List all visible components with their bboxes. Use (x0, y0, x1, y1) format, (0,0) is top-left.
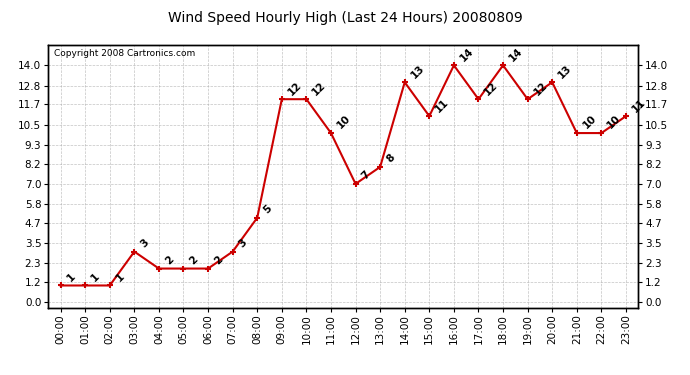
Text: 12: 12 (286, 80, 304, 97)
Text: 12: 12 (532, 80, 549, 97)
Text: 1: 1 (89, 271, 101, 284)
Text: 2: 2 (188, 254, 200, 266)
Text: 10: 10 (606, 114, 623, 131)
Text: 14: 14 (507, 46, 524, 63)
Text: Copyright 2008 Cartronics.com: Copyright 2008 Cartronics.com (55, 49, 195, 58)
Text: 1: 1 (65, 271, 77, 284)
Text: 13: 13 (556, 63, 573, 80)
Text: 11: 11 (630, 97, 647, 114)
Text: 3: 3 (139, 237, 150, 249)
Text: 10: 10 (581, 114, 598, 131)
Text: 11: 11 (433, 97, 451, 114)
Text: 13: 13 (409, 63, 426, 80)
Text: 14: 14 (458, 46, 475, 63)
Text: 8: 8 (384, 153, 397, 165)
Text: 5: 5 (262, 203, 274, 216)
Text: 10: 10 (335, 114, 353, 131)
Text: 7: 7 (359, 170, 372, 182)
Text: 1: 1 (114, 271, 126, 284)
Text: 2: 2 (163, 254, 175, 266)
Text: 3: 3 (237, 237, 249, 249)
Text: 12: 12 (310, 80, 328, 97)
Text: 12: 12 (482, 80, 500, 97)
Text: Wind Speed Hourly High (Last 24 Hours) 20080809: Wind Speed Hourly High (Last 24 Hours) 2… (168, 11, 522, 25)
Text: 2: 2 (213, 254, 224, 266)
